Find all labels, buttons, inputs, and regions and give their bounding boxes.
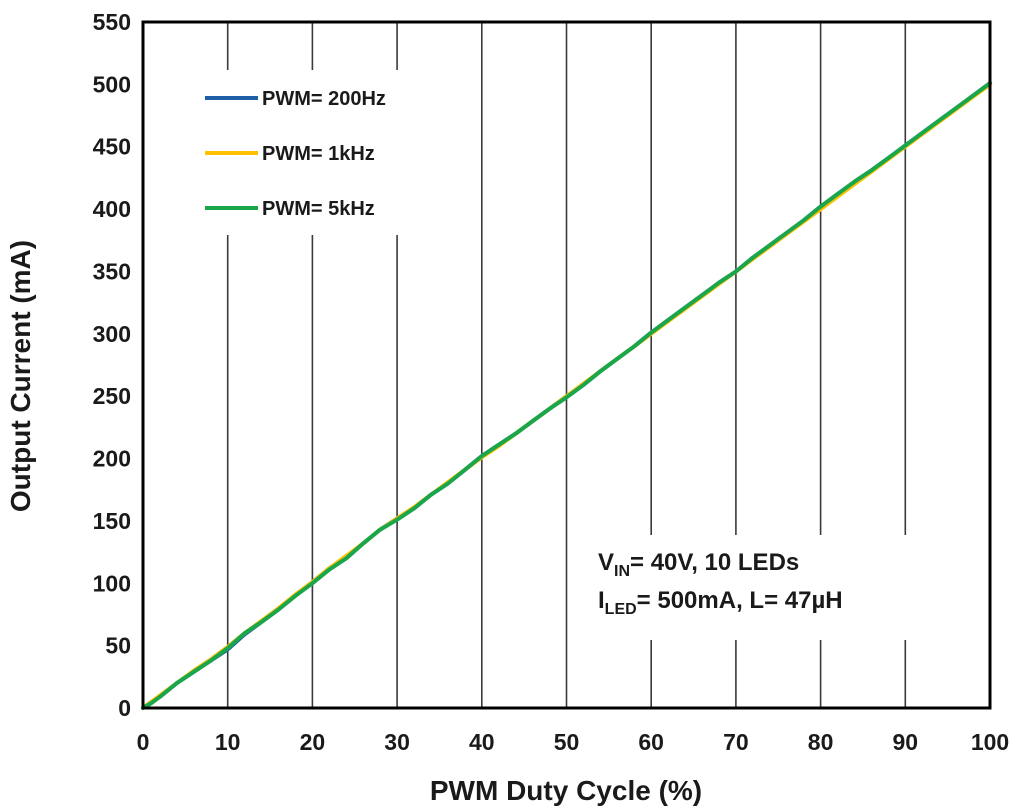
- y-tick-label-300: 300: [93, 321, 131, 347]
- y-tick-label-0: 0: [118, 695, 131, 721]
- x-axis-title: PWM Duty Cycle (%): [430, 775, 702, 806]
- x-tick-label-30: 30: [384, 729, 410, 755]
- annotation-line-1: VIN= 40V, 10 LEDs: [598, 549, 799, 580]
- series-line-pwm-5khz: [141, 81, 992, 710]
- x-tick-label-20: 20: [300, 729, 326, 755]
- legend-label-200hz: PWM= 200Hz: [262, 88, 386, 110]
- y-tick-label-550: 550: [93, 9, 131, 35]
- annotation-iled-value: = 500mA, L= 47µH: [637, 587, 843, 614]
- y-tick-label-450: 450: [93, 134, 131, 160]
- legend-label-1khz: PWM= 1kHz: [262, 143, 375, 165]
- annotation-vin-subscript: IN: [614, 563, 630, 580]
- x-tick-label-0: 0: [137, 729, 150, 755]
- y-tick-label-350: 350: [93, 258, 131, 284]
- y-tick-label-50: 50: [105, 633, 131, 659]
- y-tick-label-400: 400: [93, 196, 131, 222]
- y-tick-label-250: 250: [93, 383, 131, 409]
- conditions-annotation: VIN= 40V, 10 LEDs ILED= 500mA, L= 47µH: [578, 535, 968, 640]
- y-tick-label-100: 100: [93, 570, 131, 596]
- x-tick-label-70: 70: [723, 729, 749, 755]
- tick-labels: 0 10 20 30 40 50 60 70 80 90 100 0 50 100 150 200 250 300…: [93, 9, 1010, 755]
- plot-area-border: [141, 20, 992, 710]
- y-tick-label-150: 150: [93, 508, 131, 534]
- annotation-iled-subscript: LED: [605, 601, 637, 618]
- x-tick-label-60: 60: [638, 729, 664, 755]
- series-lines: [141, 81, 992, 710]
- annotation-vin-value: = 40V, 10 LEDs: [630, 549, 799, 576]
- x-tick-label-40: 40: [469, 729, 495, 755]
- x-tick-label-80: 80: [808, 729, 834, 755]
- y-tick-label-500: 500: [93, 71, 131, 97]
- annotation-vin-symbol: V: [598, 549, 614, 576]
- x-tick-label-50: 50: [554, 729, 580, 755]
- x-tick-label-10: 10: [215, 729, 241, 755]
- legend-label-5khz: PWM= 5kHz: [262, 198, 375, 220]
- y-axis-title: Output Current (mA): [5, 240, 36, 512]
- annotation-line-2: ILED= 500mA, L= 47µH: [598, 587, 843, 618]
- annotation-iled-symbol: I: [598, 587, 605, 614]
- x-tick-label-100: 100: [971, 729, 1009, 755]
- x-tick-label-90: 90: [893, 729, 919, 755]
- legend: PWM= 200Hz PWM= 1kHz PWM= 5kHz: [160, 70, 450, 235]
- annotation-box: [578, 535, 968, 640]
- y-tick-label-200: 200: [93, 446, 131, 472]
